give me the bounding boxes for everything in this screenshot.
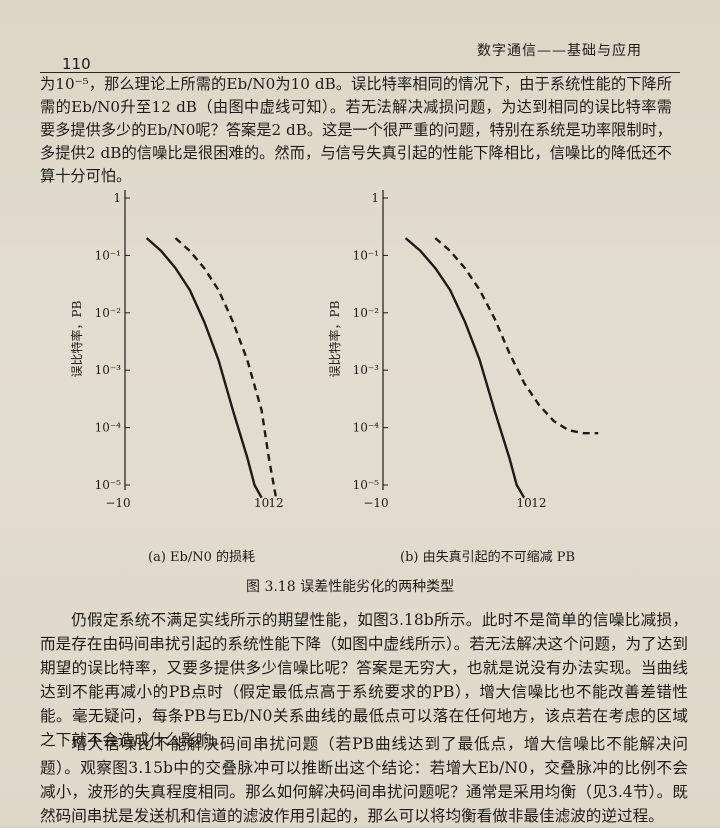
running-header: 数字通信——基础与应用: [477, 43, 642, 59]
series-line-solid: [145, 237, 263, 499]
y-tick-label: 10⁻⁴: [95, 421, 122, 435]
chart-b: 110⁻¹10⁻²10⁻³10⁻⁴10⁻⁵−101012误比特率，PBEb/N0…: [328, 190, 599, 510]
y-tick-label: 1: [113, 191, 121, 205]
x-tick-label: −10: [363, 496, 388, 510]
y-tick-label: 10⁻¹: [353, 248, 379, 262]
y-tick-label: 1: [371, 191, 379, 205]
chart-a: 110⁻¹10⁻²10⁻³10⁻⁴10⁻⁵−101012误比特率，PBEb/N0…: [70, 190, 284, 510]
paragraph-top: 为10⁻⁵，那么理论上所需的Eb/N0为10 dB。误比特率相同的情况下，由于系…: [40, 75, 672, 185]
caption-a: (a) Eb/N0 的损耗: [148, 550, 255, 565]
series-line-dashed: [434, 237, 599, 435]
series-line-solid: [404, 237, 526, 499]
header-rule: [40, 72, 680, 73]
paragraph-3: 增大信噪比不能解决码间串扰问题（若PB曲线达到了最低点，增大信噪比不能解决问题）…: [40, 735, 688, 825]
x-tick-label: −10: [105, 496, 130, 510]
figure-title: 图 3.18 误差性能劣化的两种类型: [246, 579, 455, 595]
y-tick-label: 10⁻²: [353, 306, 380, 320]
x-tick-label: 10: [516, 496, 531, 510]
y-tick-label: 10⁻³: [353, 363, 380, 377]
caption-b: (b) 由失真引起的不可缩减 PB: [400, 550, 576, 565]
x-tick-label: 10: [254, 496, 269, 510]
y-tick-label: 10⁻²: [95, 306, 122, 320]
y-tick-label: 10⁻⁵: [353, 478, 380, 492]
series-line-dashed: [174, 237, 278, 498]
x-tick-label: 12: [531, 496, 546, 510]
y-tick-label: 10⁻⁴: [353, 421, 380, 435]
y-tick-label: 10⁻⁵: [95, 478, 122, 492]
y-tick-label: 10⁻¹: [95, 248, 121, 262]
x-tick-label: 12: [268, 496, 283, 510]
y-axis-label: 误比特率，PB: [328, 300, 342, 377]
page-number: 110: [62, 55, 91, 73]
y-tick-label: 10⁻³: [95, 363, 122, 377]
paragraph-2: 仍假定系统不满足实线所示的期望性能，如图3.18b所示。此时不是简单的信噪比减损…: [40, 611, 688, 749]
y-axis-label: 误比特率，PB: [70, 300, 84, 377]
